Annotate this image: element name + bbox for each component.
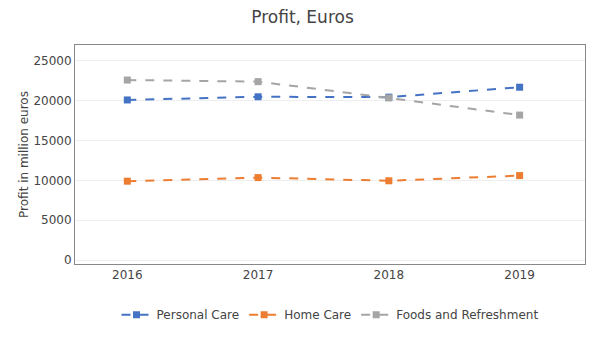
svg-text:10000: 10000 xyxy=(33,174,71,188)
svg-text:Home Care: Home Care xyxy=(284,308,351,322)
svg-text:Profit in million euros: Profit in million euros xyxy=(17,91,31,218)
svg-text:20000: 20000 xyxy=(33,94,71,108)
svg-text:Foods and Refreshment: Foods and Refreshment xyxy=(396,308,538,322)
svg-text:2016: 2016 xyxy=(112,268,143,282)
svg-text:25000: 25000 xyxy=(33,54,71,68)
svg-text:Profit, Euros: Profit, Euros xyxy=(251,7,354,27)
svg-text:0: 0 xyxy=(64,253,72,267)
svg-text:Personal Care: Personal Care xyxy=(157,308,240,322)
svg-text:5000: 5000 xyxy=(41,213,72,227)
svg-text:2018: 2018 xyxy=(374,268,405,282)
svg-text:2017: 2017 xyxy=(243,268,274,282)
svg-text:2019: 2019 xyxy=(504,268,535,282)
svg-text:15000: 15000 xyxy=(33,134,71,148)
